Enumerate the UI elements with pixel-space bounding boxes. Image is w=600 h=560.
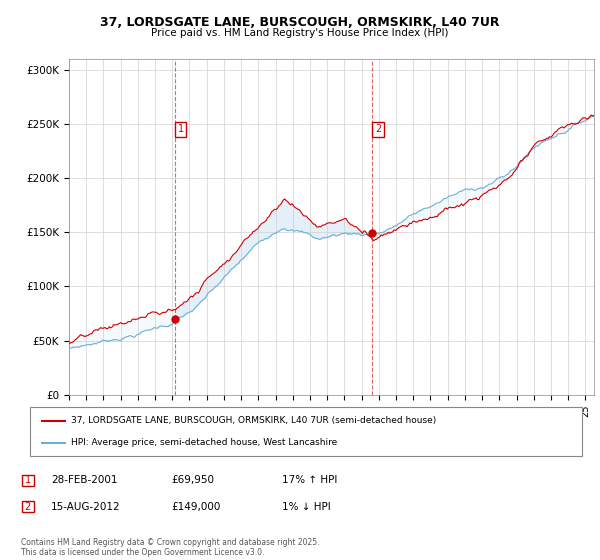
Text: Price paid vs. HM Land Registry's House Price Index (HPI): Price paid vs. HM Land Registry's House … [151, 28, 449, 38]
Text: £69,950: £69,950 [171, 475, 214, 486]
Text: 37, LORDSGATE LANE, BURSCOUGH, ORMSKIRK, L40 7UR (semi-detached house): 37, LORDSGATE LANE, BURSCOUGH, ORMSKIRK,… [71, 417, 437, 426]
Text: 17% ↑ HPI: 17% ↑ HPI [282, 475, 337, 486]
Text: 37, LORDSGATE LANE, BURSCOUGH, ORMSKIRK, L40 7UR: 37, LORDSGATE LANE, BURSCOUGH, ORMSKIRK,… [100, 16, 500, 29]
Text: Contains HM Land Registry data © Crown copyright and database right 2025.
This d: Contains HM Land Registry data © Crown c… [21, 538, 320, 557]
Text: 28-FEB-2001: 28-FEB-2001 [51, 475, 118, 486]
Text: HPI: Average price, semi-detached house, West Lancashire: HPI: Average price, semi-detached house,… [71, 438, 338, 447]
Text: £149,000: £149,000 [171, 502, 220, 512]
Text: 15-AUG-2012: 15-AUG-2012 [51, 502, 121, 512]
Text: 2: 2 [375, 124, 381, 134]
Text: 1: 1 [178, 124, 184, 134]
Text: 1% ↓ HPI: 1% ↓ HPI [282, 502, 331, 512]
Text: 2: 2 [25, 502, 31, 512]
Text: 1: 1 [25, 475, 31, 486]
